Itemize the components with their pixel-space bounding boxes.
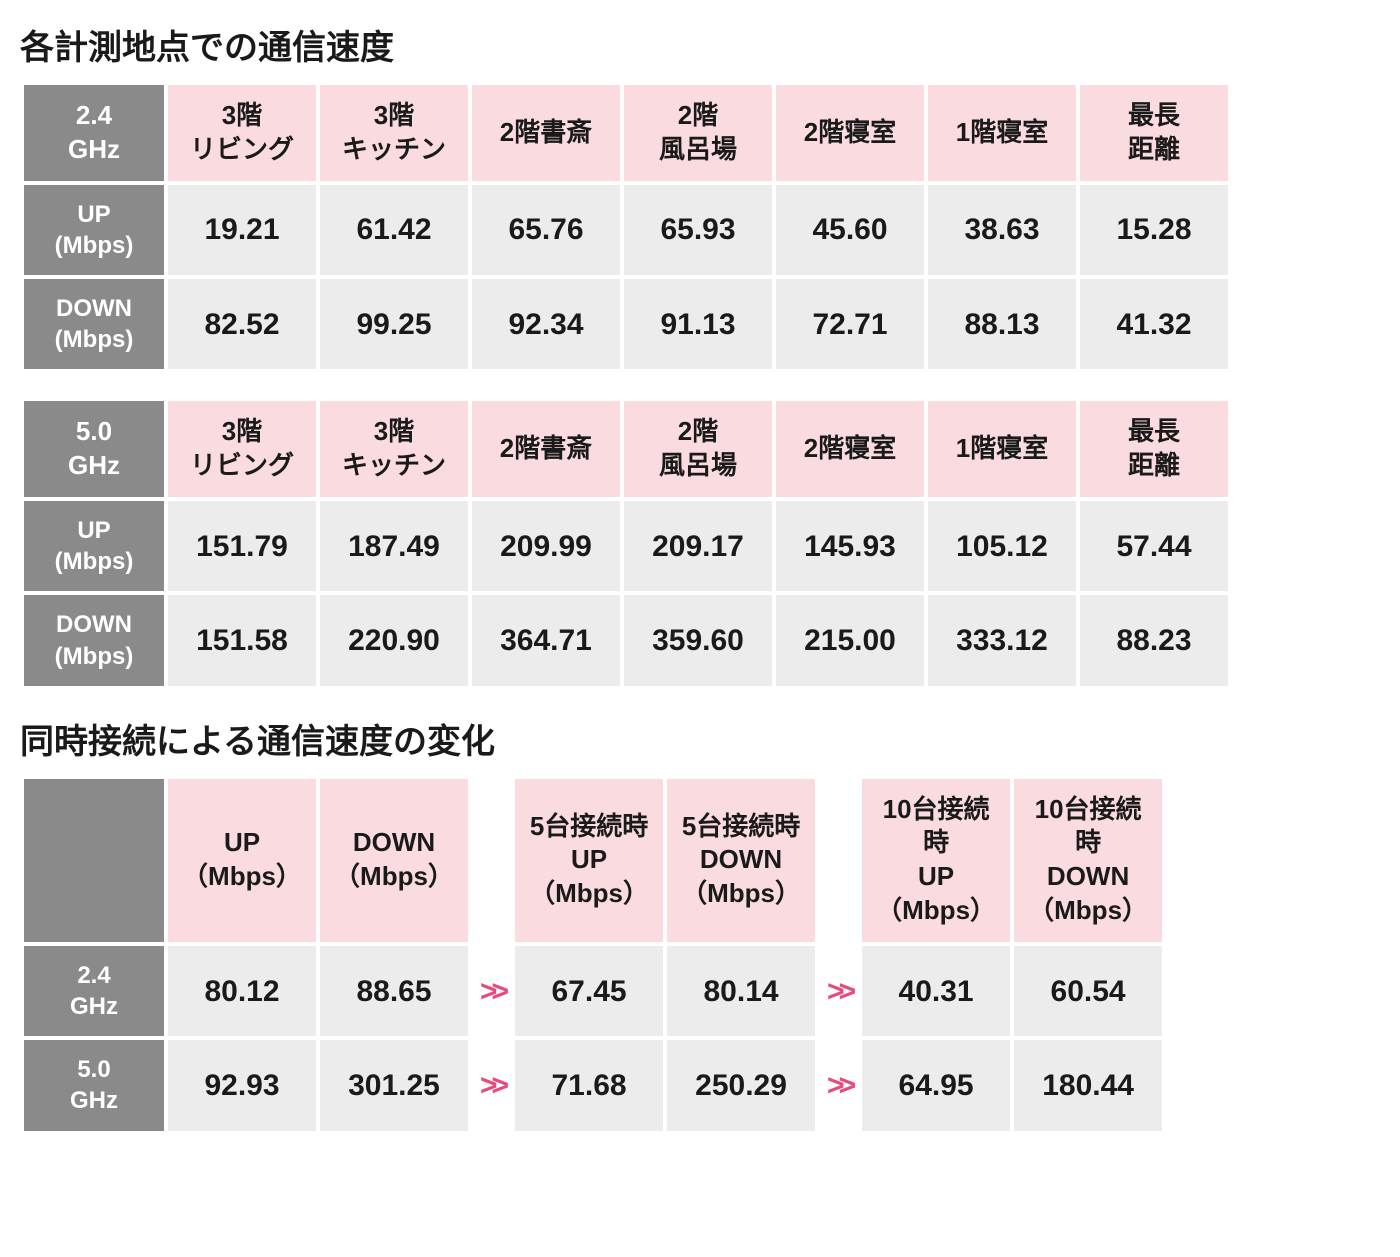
arrow-icon: >>	[819, 946, 858, 1036]
row-label-down: DOWN(Mbps)	[24, 595, 164, 685]
section2-title: 同時接続による通信速度の変化	[20, 714, 1380, 763]
band-header: 2.4GHz	[24, 85, 164, 181]
value-cell: 333.12	[928, 595, 1076, 685]
location-header: 2階寝室	[776, 401, 924, 497]
col-header: 10台接続時UP（Mbps）	[862, 779, 1010, 942]
value-cell: 41.32	[1080, 279, 1228, 369]
section2-table: UP（Mbps）DOWN（Mbps） 5台接続時UP（Mbps）5台接続時DOWN…	[20, 775, 1380, 1135]
location-header: 1階寝室	[928, 401, 1076, 497]
value-cell: 88.65	[320, 946, 468, 1036]
value-cell: 209.17	[624, 501, 772, 591]
value-cell: 65.76	[472, 185, 620, 275]
section1-title: 各計測地点での通信速度	[20, 20, 1380, 69]
row-label-up: UP(Mbps)	[24, 501, 164, 591]
location-header: 2階風呂場	[624, 85, 772, 181]
location-header: 3階キッチン	[320, 85, 468, 181]
value-cell: 15.28	[1080, 185, 1228, 275]
value-cell: 145.93	[776, 501, 924, 591]
value-cell: 364.71	[472, 595, 620, 685]
band-label: 5.0GHz	[24, 1040, 164, 1130]
value-cell: 65.93	[624, 185, 772, 275]
value-cell: 40.31	[862, 946, 1010, 1036]
value-cell: 88.13	[928, 279, 1076, 369]
arrow-spacer	[472, 779, 511, 942]
value-cell: 38.63	[928, 185, 1076, 275]
value-cell: 220.90	[320, 595, 468, 685]
value-cell: 64.95	[862, 1040, 1010, 1130]
value-cell: 180.44	[1014, 1040, 1162, 1130]
speed-table-1: 5.0GHz3階リビング3階キッチン2階書斎2階風呂場2階寝室1階寝室最長距離 U…	[20, 397, 1232, 689]
value-cell: 215.00	[776, 595, 924, 685]
value-cell: 57.44	[1080, 501, 1228, 591]
value-cell: 187.49	[320, 501, 468, 591]
value-cell: 72.71	[776, 279, 924, 369]
location-header: 最長距離	[1080, 85, 1228, 181]
location-header: 3階リビング	[168, 401, 316, 497]
location-header: 2階風呂場	[624, 401, 772, 497]
value-cell: 71.68	[515, 1040, 663, 1130]
location-header: 3階キッチン	[320, 401, 468, 497]
value-cell: 82.52	[168, 279, 316, 369]
row-label-up: UP(Mbps)	[24, 185, 164, 275]
location-header: 2階寝室	[776, 85, 924, 181]
value-cell: 80.12	[168, 946, 316, 1036]
band-label: 2.4GHz	[24, 946, 164, 1036]
value-cell: 45.60	[776, 185, 924, 275]
value-cell: 91.13	[624, 279, 772, 369]
value-cell: 99.25	[320, 279, 468, 369]
value-cell: 250.29	[667, 1040, 815, 1130]
col-header: 10台接続時DOWN（Mbps）	[1014, 779, 1162, 942]
arrow-spacer	[819, 779, 858, 942]
value-cell: 105.12	[928, 501, 1076, 591]
value-cell: 301.25	[320, 1040, 468, 1130]
value-cell: 80.14	[667, 946, 815, 1036]
value-cell: 60.54	[1014, 946, 1162, 1036]
location-header: 2階書斎	[472, 401, 620, 497]
value-cell: 359.60	[624, 595, 772, 685]
value-cell: 151.58	[168, 595, 316, 685]
arrow-icon: >>	[472, 946, 511, 1036]
location-header: 1階寝室	[928, 85, 1076, 181]
col-header: UP（Mbps）	[168, 779, 316, 942]
value-cell: 92.93	[168, 1040, 316, 1130]
value-cell: 88.23	[1080, 595, 1228, 685]
speed-table-0: 2.4GHz3階リビング3階キッチン2階書斎2階風呂場2階寝室1階寝室最長距離 U…	[20, 81, 1232, 373]
location-header: 3階リビング	[168, 85, 316, 181]
value-cell: 209.99	[472, 501, 620, 591]
location-header: 2階書斎	[472, 85, 620, 181]
value-cell: 67.45	[515, 946, 663, 1036]
arrow-icon: >>	[472, 1040, 511, 1130]
value-cell: 61.42	[320, 185, 468, 275]
section1-tables: 2.4GHz3階リビング3階キッチン2階書斎2階風呂場2階寝室1階寝室最長距離U…	[20, 81, 1380, 690]
value-cell: 92.34	[472, 279, 620, 369]
col-header: 5台接続時UP（Mbps）	[515, 779, 663, 942]
value-cell: 151.79	[168, 501, 316, 591]
row-label-down: DOWN(Mbps)	[24, 279, 164, 369]
location-header: 最長距離	[1080, 401, 1228, 497]
concurrent-table: UP（Mbps）DOWN（Mbps） 5台接続時UP（Mbps）5台接続時DOWN…	[20, 775, 1166, 1135]
blank-header	[24, 779, 164, 942]
col-header: 5台接続時DOWN（Mbps）	[667, 779, 815, 942]
value-cell: 19.21	[168, 185, 316, 275]
band-header: 5.0GHz	[24, 401, 164, 497]
arrow-icon: >>	[819, 1040, 858, 1130]
col-header: DOWN（Mbps）	[320, 779, 468, 942]
